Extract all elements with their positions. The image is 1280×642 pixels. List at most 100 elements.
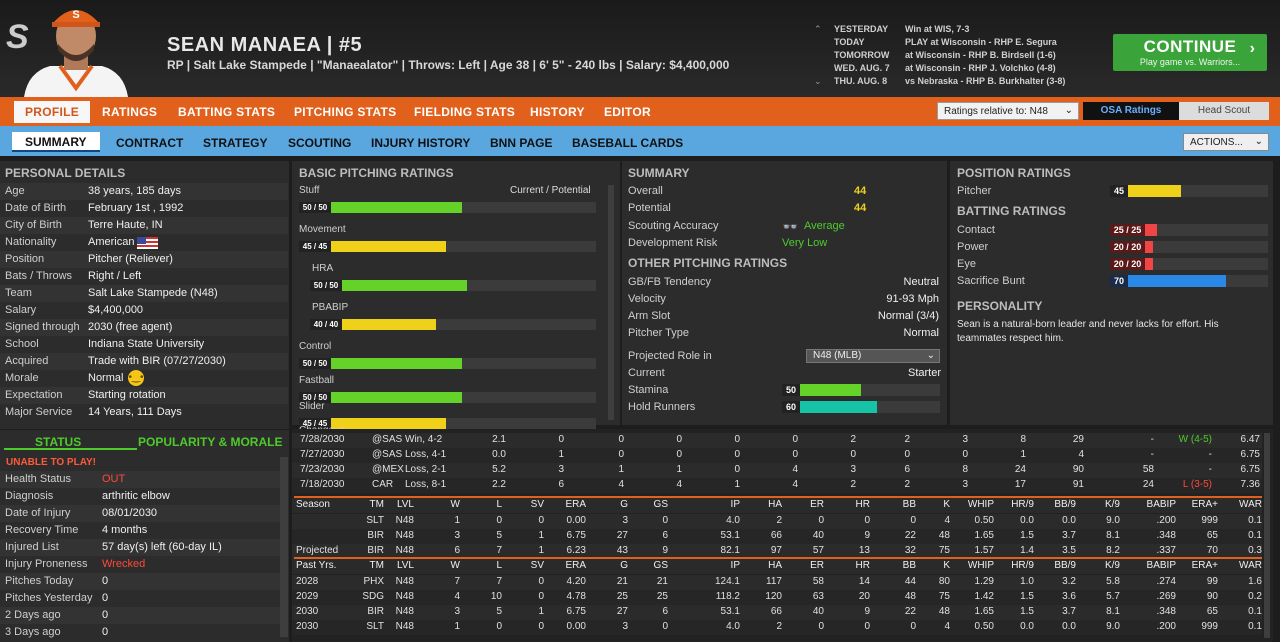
- stat-row[interactable]: 2029 SDG N48 4 10 0 4.78 25 25 118.2 120 63 20 48 75 1.…: [292, 590, 1262, 605]
- tab-status[interactable]: STATUS: [4, 433, 137, 450]
- schedule-row[interactable]: TODAY PLAY at Wisconsin - RHP E. Segura: [812, 37, 1112, 50]
- schedule-row[interactable]: WED. AUG. 7 at Wisconsin - RHP J. Volchko…: [812, 63, 1112, 76]
- tab-ratings[interactable]: RATINGS: [102, 105, 158, 119]
- osa-ratings-toggle[interactable]: OSA Ratings: [1083, 102, 1179, 120]
- column-header[interactable]: HR/9: [1011, 499, 1034, 510]
- column-header[interactable]: SV: [530, 499, 544, 510]
- other-label: Pitcher Type: [628, 327, 689, 339]
- column-header[interactable]: Past Yrs.: [296, 560, 337, 571]
- projected-role-select[interactable]: N48 (MLB) ⌄: [806, 349, 940, 363]
- personal-label: Bats / Throws: [5, 270, 73, 282]
- column-header[interactable]: BB: [902, 560, 916, 571]
- column-header[interactable]: LVL: [396, 499, 414, 510]
- column-header[interactable]: TM: [369, 560, 384, 571]
- stat-row[interactable]: 2028 PHX N48 7 7 0 4.20 21 21 124.1 117 58 14 44 80 1.2…: [292, 575, 1262, 590]
- personal-row: Nationality American: [0, 234, 288, 251]
- tab-history[interactable]: HISTORY: [530, 105, 585, 119]
- continue-button[interactable]: CONTINUE Play game vs. Warriors... ›: [1113, 34, 1267, 71]
- column-header[interactable]: K: [943, 560, 950, 571]
- column-header[interactable]: SV: [530, 560, 544, 571]
- stat-row[interactable]: 2030 SLT N48 1 0 0 0.00 3 0 4.0 2 0 0 0 4 0.50 0.0 0.0 9.0…: [292, 620, 1262, 635]
- tab-fielding-stats[interactable]: FIELDING STATS: [414, 105, 516, 119]
- rating-name: PBABIP: [312, 302, 349, 313]
- column-header[interactable]: K/9: [1104, 499, 1120, 510]
- tab-baseball-cards[interactable]: BASEBALL CARDS: [572, 136, 684, 150]
- scroll-up-icon[interactable]: ⌃: [814, 24, 822, 34]
- column-header[interactable]: IP: [730, 560, 740, 571]
- column-header[interactable]: ER: [810, 499, 824, 510]
- ratings-relative-select[interactable]: Ratings relative to: N48 ⌄: [937, 102, 1079, 120]
- column-header[interactable]: L: [496, 560, 502, 571]
- column-header[interactable]: ER: [810, 560, 824, 571]
- schedule-row[interactable]: THU. AUG. 8 vs Nebraska - RHP B. Burkhalt…: [812, 76, 1112, 89]
- column-header[interactable]: WHIP: [967, 560, 994, 571]
- column-header[interactable]: BB: [902, 499, 916, 510]
- recent-game-row[interactable]: 7/28/2030 @SAS Win, 4-2 2.1 0 0 0 0 0 2 2 3 8 29 - W (4…: [292, 433, 1262, 448]
- column-header[interactable]: HR: [855, 499, 870, 510]
- column-header[interactable]: ERA+: [1191, 499, 1218, 510]
- tab-profile[interactable]: PROFILE: [14, 101, 91, 123]
- column-header[interactable]: WAR: [1239, 560, 1262, 571]
- tab-popularity-morale[interactable]: POPULARITY & MORALE: [138, 435, 283, 449]
- column-header[interactable]: L: [496, 499, 502, 510]
- column-header[interactable]: G: [620, 499, 628, 510]
- tab-injury-history[interactable]: INJURY HISTORY: [371, 136, 471, 150]
- column-header[interactable]: HR: [855, 560, 870, 571]
- column-header[interactable]: IP: [730, 499, 740, 510]
- column-header[interactable]: TM: [369, 499, 384, 510]
- column-header[interactable]: W: [450, 499, 460, 510]
- column-header[interactable]: LVL: [396, 560, 414, 571]
- status-scrollbar[interactable]: [280, 457, 288, 637]
- column-header[interactable]: GS: [653, 499, 668, 510]
- stat-row[interactable]: BIR N48 3 5 1 6.75 27 6 53.1 66 40 9 22 48 1.65 1.5 3.7 8…: [292, 529, 1262, 544]
- actions-dropdown[interactable]: ACTIONS... ⌄: [1183, 133, 1269, 151]
- tab-summary[interactable]: SUMMARY: [12, 132, 100, 152]
- stat-row[interactable]: SLT N48 1 0 0 0.00 3 0 4.0 2 0 0 0 4 0.50 0.0 0.0 9.0 .200…: [292, 514, 1262, 529]
- stats-scrollbar[interactable]: [1264, 433, 1270, 638]
- column-header[interactable]: G: [620, 560, 628, 571]
- column-header[interactable]: HA: [768, 560, 782, 571]
- app-logo-icon[interactable]: S: [6, 18, 29, 56]
- column-header[interactable]: WHIP: [967, 499, 994, 510]
- personal-label: Expectation: [5, 389, 63, 401]
- recent-cell: 8: [962, 464, 968, 475]
- column-header[interactable]: HA: [768, 499, 782, 510]
- recent-game-row[interactable]: 7/18/2030 CAR Loss, 8-1 2.2 6 4 4 1 4 2 2 3 17 91 24 L …: [292, 478, 1262, 493]
- personal-value: 14 Years, 111 Days: [88, 406, 182, 418]
- status-label: Date of Injury: [5, 507, 71, 519]
- recent-game-row[interactable]: 7/27/2030 @SAS Loss, 4-1 0.0 1 0 0 0 0 0 0 0 1 4 - - 6.7…: [292, 448, 1262, 463]
- recent-cell: 2: [850, 479, 856, 490]
- column-header[interactable]: HR/9: [1011, 560, 1034, 571]
- column-header[interactable]: WAR: [1239, 499, 1262, 510]
- recent-game-row[interactable]: 7/23/2030 @MEX Loss, 2-1 5.2 3 1 1 0 4 3 6 8 24 90 58 -…: [292, 463, 1262, 478]
- status-label: Injured List: [5, 541, 59, 553]
- tab-editor[interactable]: EDITOR: [604, 105, 651, 119]
- column-header[interactable]: K/9: [1104, 560, 1120, 571]
- tab-strategy[interactable]: STRATEGY: [203, 136, 268, 150]
- rating-fill: [299, 241, 446, 252]
- binoculars-icon: 👓: [782, 219, 799, 234]
- basic-ratings-scrollbar[interactable]: [608, 185, 614, 420]
- column-header[interactable]: BB/9: [1054, 560, 1076, 571]
- column-header[interactable]: BABIP: [1146, 560, 1176, 571]
- column-header[interactable]: ERA: [565, 560, 586, 571]
- schedule-row[interactable]: TOMORROW at Wisconsin - RHP B. Birdsell (…: [812, 50, 1112, 63]
- schedule-row[interactable]: YESTERDAY Win at WIS, 7-3: [812, 24, 1112, 37]
- head-scout-toggle[interactable]: Head Scout: [1179, 102, 1269, 120]
- stat-row[interactable]: 2030 BIR N48 3 5 1 6.75 27 6 53.1 66 40 9 22 48 1.65 1.5…: [292, 605, 1262, 620]
- tab-bnn-page[interactable]: BNN PAGE: [490, 136, 553, 150]
- column-header[interactable]: ERA+: [1191, 560, 1218, 571]
- tab-batting-stats[interactable]: BATTING STATS: [178, 105, 276, 119]
- column-header[interactable]: W: [450, 560, 460, 571]
- column-header[interactable]: Season: [296, 499, 330, 510]
- scroll-down-icon[interactable]: ⌄: [814, 76, 822, 86]
- tab-pitching-stats[interactable]: PITCHING STATS: [294, 105, 397, 119]
- column-header[interactable]: GS: [653, 560, 668, 571]
- stat-row[interactable]: Projected BIR N48 6 7 1 6.23 43 9 82.1 97 57 13 32 75 1…: [292, 544, 1262, 559]
- column-header[interactable]: K: [943, 499, 950, 510]
- column-header[interactable]: BABIP: [1146, 499, 1176, 510]
- column-header[interactable]: ERA: [565, 499, 586, 510]
- column-header[interactable]: BB/9: [1054, 499, 1076, 510]
- tab-scouting[interactable]: SCOUTING: [288, 136, 352, 150]
- tab-contract[interactable]: CONTRACT: [116, 136, 184, 150]
